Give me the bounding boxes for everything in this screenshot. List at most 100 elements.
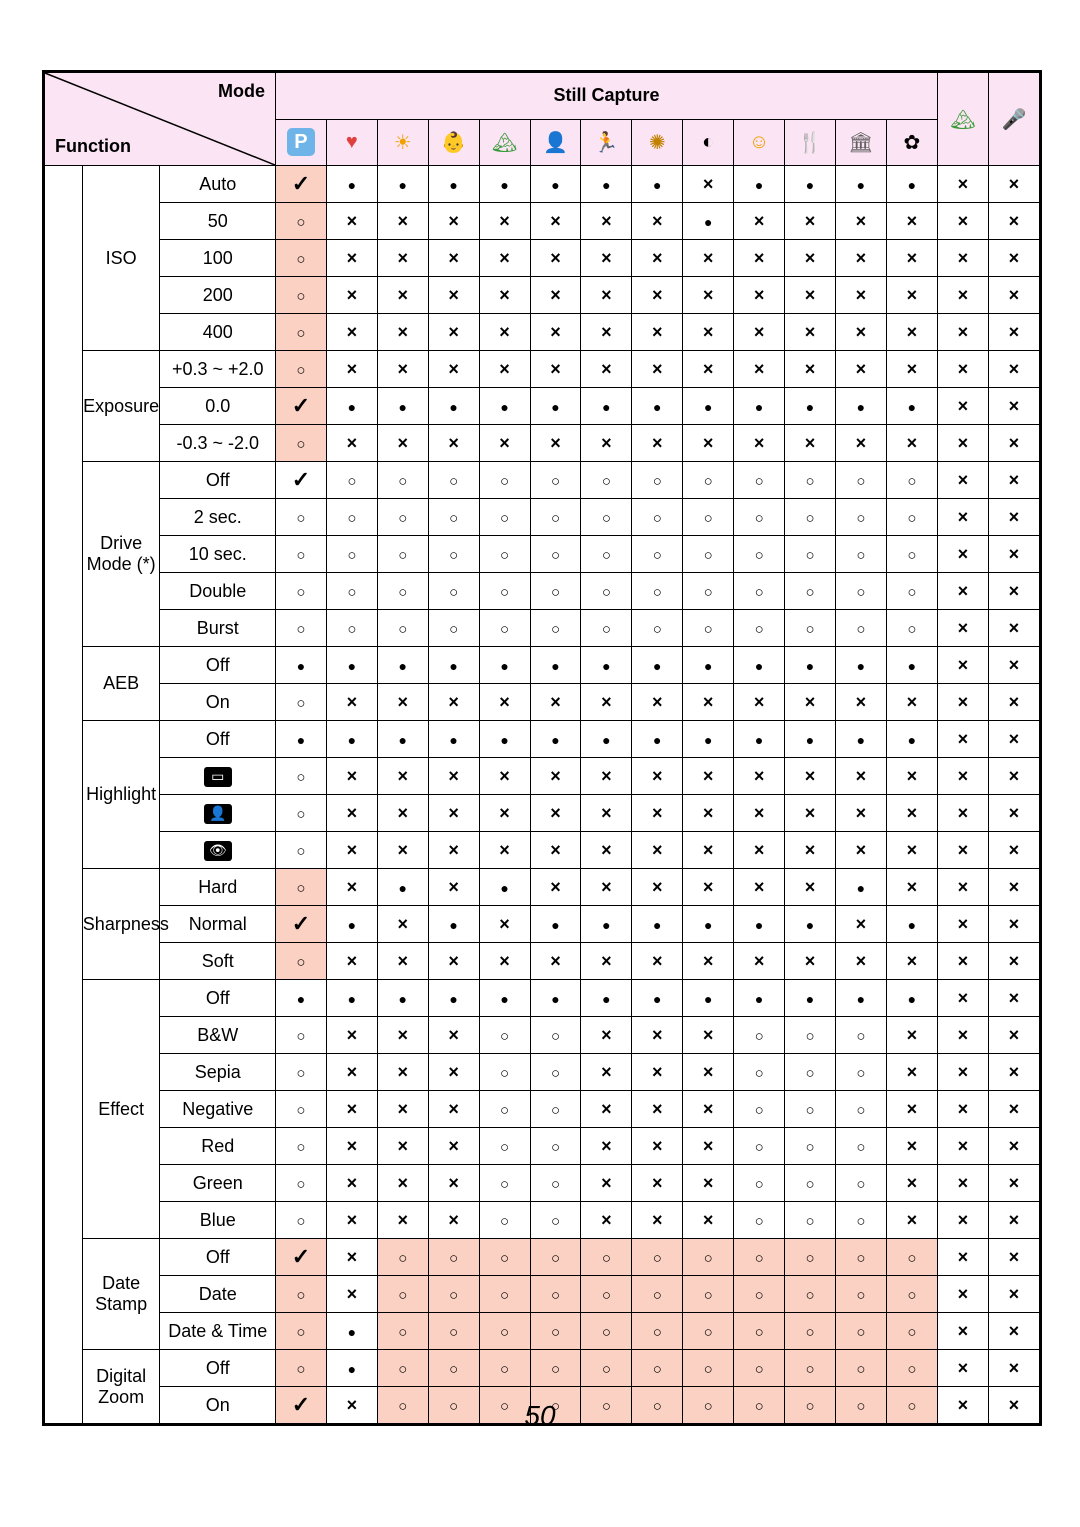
- matrix-cell: [581, 1128, 632, 1165]
- matrix-cell: [734, 1202, 785, 1239]
- table-row: 100: [45, 240, 1040, 277]
- matrix-cell: [428, 314, 479, 351]
- value-label: 200: [160, 277, 276, 314]
- matrix-cell: [937, 943, 988, 980]
- landscape2-mode-icon: 🏔: [949, 105, 977, 133]
- matrix-cell: [479, 1017, 530, 1054]
- matrix-cell: [835, 758, 886, 795]
- matrix-cell: [326, 1276, 377, 1313]
- matrix-cell: [377, 536, 428, 573]
- matrix-cell: [785, 906, 836, 943]
- matrix-cell: [428, 795, 479, 832]
- matrix-cell: [479, 462, 530, 499]
- matrix-cell: [632, 610, 683, 647]
- matrix-cell: [886, 573, 937, 610]
- matrix-cell: [683, 536, 734, 573]
- voice-mode-icon: 🎤: [1000, 105, 1028, 133]
- matrix-cell: [785, 1017, 836, 1054]
- matrix-cell: [632, 499, 683, 536]
- matrix-cell: [734, 1054, 785, 1091]
- matrix-cell: [988, 869, 1039, 906]
- food-mode-icon: 🍴: [796, 128, 824, 156]
- matrix-cell: [886, 203, 937, 240]
- matrix-cell: [530, 1350, 581, 1387]
- matrix-cell: [937, 1017, 988, 1054]
- value-label: 2 sec.: [160, 499, 276, 536]
- matrix-cell: [428, 1202, 479, 1239]
- baby-mode-icon: ☺: [745, 128, 773, 156]
- matrix-cell: [937, 573, 988, 610]
- matrix-cell: [734, 314, 785, 351]
- table-row: Blue: [45, 1202, 1040, 1239]
- matrix-cell: [377, 1276, 428, 1313]
- matrix-cell: [886, 1017, 937, 1054]
- table-row: On: [45, 684, 1040, 721]
- matrix-cell: [479, 1128, 530, 1165]
- matrix-cell: [581, 1350, 632, 1387]
- matrix-cell: [479, 647, 530, 684]
- matrix-cell: [937, 166, 988, 203]
- matrix-cell: [683, 1017, 734, 1054]
- table-row: AEBOff: [45, 647, 1040, 684]
- matrix-cell: [530, 314, 581, 351]
- matrix-cell: [275, 240, 326, 277]
- matrix-cell: [937, 832, 988, 869]
- matrix-cell: [937, 1054, 988, 1091]
- matrix-cell: [530, 536, 581, 573]
- mode-col-11: 🏛: [835, 119, 886, 166]
- matrix-cell: [275, 1239, 326, 1276]
- matrix-cell: [581, 1239, 632, 1276]
- matrix-cell: [683, 758, 734, 795]
- mode-col-10: 🍴: [785, 119, 836, 166]
- value-label: +0.3 ~ +2.0: [160, 351, 276, 388]
- matrix-cell: [734, 1313, 785, 1350]
- matrix-cell: [988, 1017, 1039, 1054]
- matrix-cell: [886, 832, 937, 869]
- matrix-cell: [886, 536, 937, 573]
- matrix-cell: [377, 1054, 428, 1091]
- compatibility-table: ModeFunctionStill Capture🏔🎤P♥☀👶🏔👤🏃✺◐☺🍴🏛✿…: [44, 72, 1040, 1424]
- matrix-cell: [785, 721, 836, 758]
- matrix-cell: [479, 1350, 530, 1387]
- matrix-cell: [632, 1128, 683, 1165]
- matrix-cell: [886, 610, 937, 647]
- matrix-cell: [479, 351, 530, 388]
- matrix-cell: [428, 1313, 479, 1350]
- matrix-cell: [377, 203, 428, 240]
- matrix-cell: [683, 462, 734, 499]
- matrix-cell: [937, 869, 988, 906]
- matrix-cell: [581, 684, 632, 721]
- value-label: Off: [160, 462, 276, 499]
- matrix-cell: [988, 388, 1039, 425]
- fireworks-mode-icon: ✺: [643, 128, 671, 156]
- matrix-cell: [683, 277, 734, 314]
- matrix-cell: [785, 869, 836, 906]
- matrix-cell: [479, 573, 530, 610]
- matrix-cell: [988, 721, 1039, 758]
- matrix-cell: [377, 1091, 428, 1128]
- matrix-cell: [632, 388, 683, 425]
- table-row: HighlightOff: [45, 721, 1040, 758]
- matrix-cell: [886, 1202, 937, 1239]
- matrix-cell: [734, 1276, 785, 1313]
- matrix-cell: [835, 1350, 886, 1387]
- value-label: Off: [160, 647, 276, 684]
- matrix-cell: [530, 1091, 581, 1128]
- matrix-cell: [275, 499, 326, 536]
- matrix-cell: [734, 721, 785, 758]
- matrix-cell: [937, 684, 988, 721]
- matrix-cell: [785, 1202, 836, 1239]
- matrix-cell: [530, 240, 581, 277]
- highlight-frame-icon: ▭: [204, 767, 232, 787]
- matrix-cell: [785, 647, 836, 684]
- matrix-cell: [377, 610, 428, 647]
- matrix-cell: [988, 203, 1039, 240]
- matrix-cell: [530, 1313, 581, 1350]
- matrix-cell: [835, 240, 886, 277]
- matrix-cell: [428, 869, 479, 906]
- matrix-cell: [377, 388, 428, 425]
- matrix-cell: [632, 1202, 683, 1239]
- mode-col-13: 🏔: [937, 73, 988, 166]
- value-label: 100: [160, 240, 276, 277]
- matrix-cell: [377, 758, 428, 795]
